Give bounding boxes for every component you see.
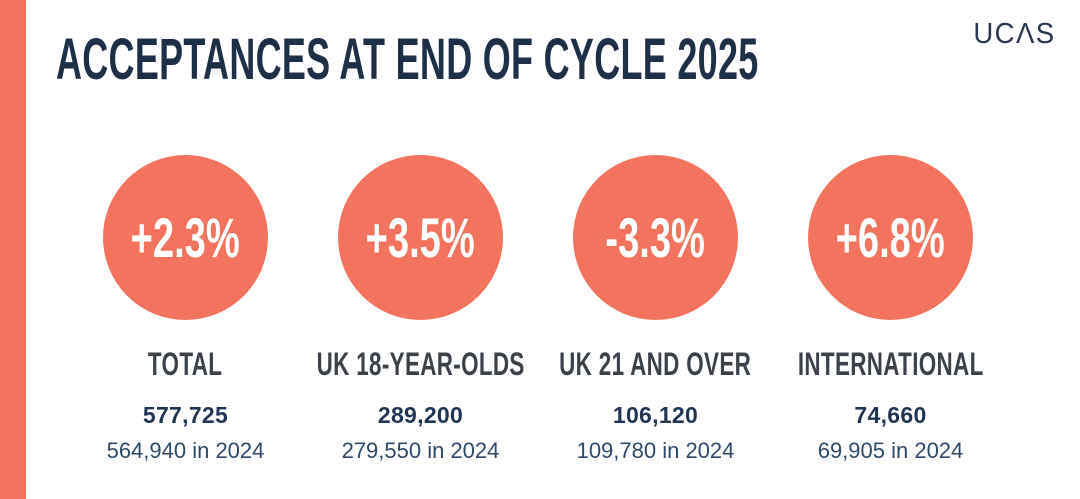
stat-previous-year: 564,940 in 2024 xyxy=(106,438,265,463)
percent-circle: +2.3% xyxy=(103,155,268,320)
percent-change: +2.3% xyxy=(130,206,241,269)
stat-label: UK 18-YEAR-OLDS xyxy=(316,346,525,382)
page-title: ACCEPTANCES AT END OF CYCLE 2025 xyxy=(56,27,759,92)
stat-value: 106,120 xyxy=(612,402,699,428)
percent-circle: -3.3% xyxy=(573,155,738,320)
ucas-logo: UCΛS xyxy=(973,18,1056,50)
left-accent-bar xyxy=(0,0,26,499)
stat-label: TOTAL xyxy=(148,346,223,382)
stat-value: 577,725 xyxy=(142,402,229,428)
percent-change: +3.5% xyxy=(365,206,476,269)
stat-card-uk-21-and-over: -3.3% UK 21 AND OVER 106,120 109,780 in … xyxy=(538,155,773,464)
stats-row: +2.3% TOTAL 577,725 564,940 in 2024 +3.5… xyxy=(68,155,1008,464)
stat-previous-year: 279,550 in 2024 xyxy=(341,438,500,463)
stat-card-total: +2.3% TOTAL 577,725 564,940 in 2024 xyxy=(68,155,303,464)
percent-change: +6.8% xyxy=(835,206,946,269)
stat-value: 74,660 xyxy=(854,402,927,428)
stat-label: INTERNATIONAL xyxy=(797,346,984,382)
percent-circle: +6.8% xyxy=(808,155,973,320)
percent-change: -3.3% xyxy=(605,206,706,269)
stat-value: 289,200 xyxy=(377,402,464,428)
stat-label: UK 21 AND OVER xyxy=(559,346,752,382)
stat-card-uk-18-year-olds: +3.5% UK 18-YEAR-OLDS 289,200 279,550 in… xyxy=(303,155,538,464)
percent-circle: +3.5% xyxy=(338,155,503,320)
stat-card-international: +6.8% INTERNATIONAL 74,660 69,905 in 202… xyxy=(773,155,1008,464)
stat-previous-year: 69,905 in 2024 xyxy=(817,438,964,463)
stat-previous-year: 109,780 in 2024 xyxy=(576,438,735,463)
